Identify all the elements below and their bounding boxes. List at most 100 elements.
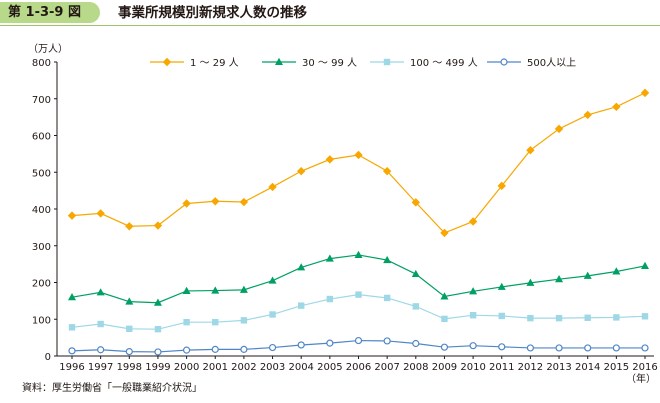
legend-label: 1 ～ 29 人: [190, 57, 239, 69]
data-point: [153, 298, 162, 306]
data-point: [97, 346, 105, 354]
data-point: [640, 88, 650, 98]
data-point: [583, 110, 592, 120]
legend-marker: [275, 57, 283, 65]
data-point: [153, 221, 163, 230]
data-point: [67, 211, 77, 220]
data-point: [268, 276, 277, 284]
series-3: [68, 291, 649, 333]
data-point: [297, 341, 305, 349]
data-point: [297, 263, 306, 271]
data-point: [382, 166, 392, 176]
data-point: [326, 295, 334, 303]
data-point: [554, 124, 564, 134]
series-4: [68, 336, 649, 356]
data-point: [583, 271, 592, 279]
x-tick-label: 1996: [59, 362, 84, 373]
data-point: [497, 181, 506, 191]
legend-marker: [500, 58, 508, 66]
data-point: [97, 320, 104, 328]
axes: 0 100 200 300 400 500 600 700 800 1996 1997 1998 199…: [32, 58, 658, 373]
x-tick-label: 2011: [489, 362, 514, 373]
y-tick-label: 100: [32, 315, 51, 326]
data-point: [126, 325, 133, 333]
y-tick-label: 800: [32, 58, 51, 69]
x-tick-label: 2001: [203, 362, 228, 373]
figure-number: 第 1-3-9 図: [0, 2, 100, 23]
data-point: [411, 269, 420, 278]
data-point: [68, 293, 76, 301]
data-point: [239, 197, 249, 207]
data-point: [354, 336, 363, 345]
data-point: [440, 228, 449, 238]
data-point: [355, 291, 362, 298]
data-point: [411, 198, 420, 207]
data-point: [269, 311, 276, 318]
data-point: [183, 318, 190, 326]
data-point: [125, 222, 134, 231]
data-point: [526, 278, 535, 286]
x-tick-label: 2004: [288, 362, 313, 373]
data-point: [584, 344, 592, 352]
series-2: [68, 250, 649, 306]
data-point: [183, 346, 191, 354]
data-point: [441, 315, 448, 323]
data-point: [469, 342, 477, 350]
x-tick-label: 2003: [260, 362, 285, 373]
data-point: [641, 313, 649, 320]
data-point: [354, 150, 363, 160]
legend-label: 30 ～ 99 人: [302, 57, 357, 69]
data-point: [211, 345, 219, 353]
data-point: [526, 146, 535, 155]
y-tick-label: 200: [32, 279, 51, 290]
data-point: [298, 302, 305, 309]
data-point: [240, 317, 248, 324]
x-tick-label: 2010: [460, 362, 485, 373]
y-tick-label: 600: [32, 132, 51, 143]
data-point: [268, 182, 277, 192]
data-point: [240, 345, 248, 353]
data-point: [612, 267, 621, 275]
x-tick-label: 2005: [317, 362, 342, 373]
legend-item: 100 ～ 499 人: [370, 57, 478, 69]
data-point: [469, 287, 478, 295]
data-point: [412, 339, 420, 348]
y-tick-label: 300: [32, 242, 51, 253]
data-point: [325, 155, 335, 164]
x-tick-label: 1997: [88, 362, 113, 373]
series-group: [67, 88, 650, 356]
x-tick-label: 2015: [604, 362, 629, 373]
data-point: [325, 254, 334, 262]
data-point: [212, 318, 219, 326]
data-point: [297, 166, 306, 176]
data-point: [641, 261, 649, 269]
legend-item: 500人以上: [487, 57, 576, 69]
y-tick-label: 700: [32, 95, 51, 106]
data-point: [182, 286, 191, 294]
data-point: [613, 314, 620, 321]
series-1: [67, 88, 650, 238]
data-point: [383, 294, 391, 302]
data-point: [498, 312, 505, 320]
data-point: [211, 197, 220, 206]
data-point: [641, 344, 649, 352]
data-point: [527, 314, 534, 322]
x-tick-label: 2002: [231, 362, 256, 373]
data-point: [440, 343, 449, 351]
data-point: [211, 286, 220, 294]
data-point: [68, 324, 76, 331]
legend-label: 500人以上: [527, 57, 576, 69]
y-tick-label: 500: [32, 168, 51, 179]
data-point: [154, 325, 162, 333]
figure-title: 事業所規模別新規求人数の推移: [118, 5, 307, 21]
data-point: [268, 343, 277, 352]
x-tick-label: 2008: [403, 362, 428, 373]
data-point: [68, 347, 76, 355]
x-tick-label: 2000: [174, 362, 199, 373]
figure-header: 第 1-3-9 図 事業所規模別新規求人数の推移: [0, 0, 660, 26]
legend-item: 30 ～ 99 人: [262, 57, 357, 69]
x-tick-label: 2016: [632, 362, 657, 373]
source-note: 資料：厚生労働省「一般職業紹介状況」: [22, 383, 202, 394]
data-point: [555, 274, 564, 283]
